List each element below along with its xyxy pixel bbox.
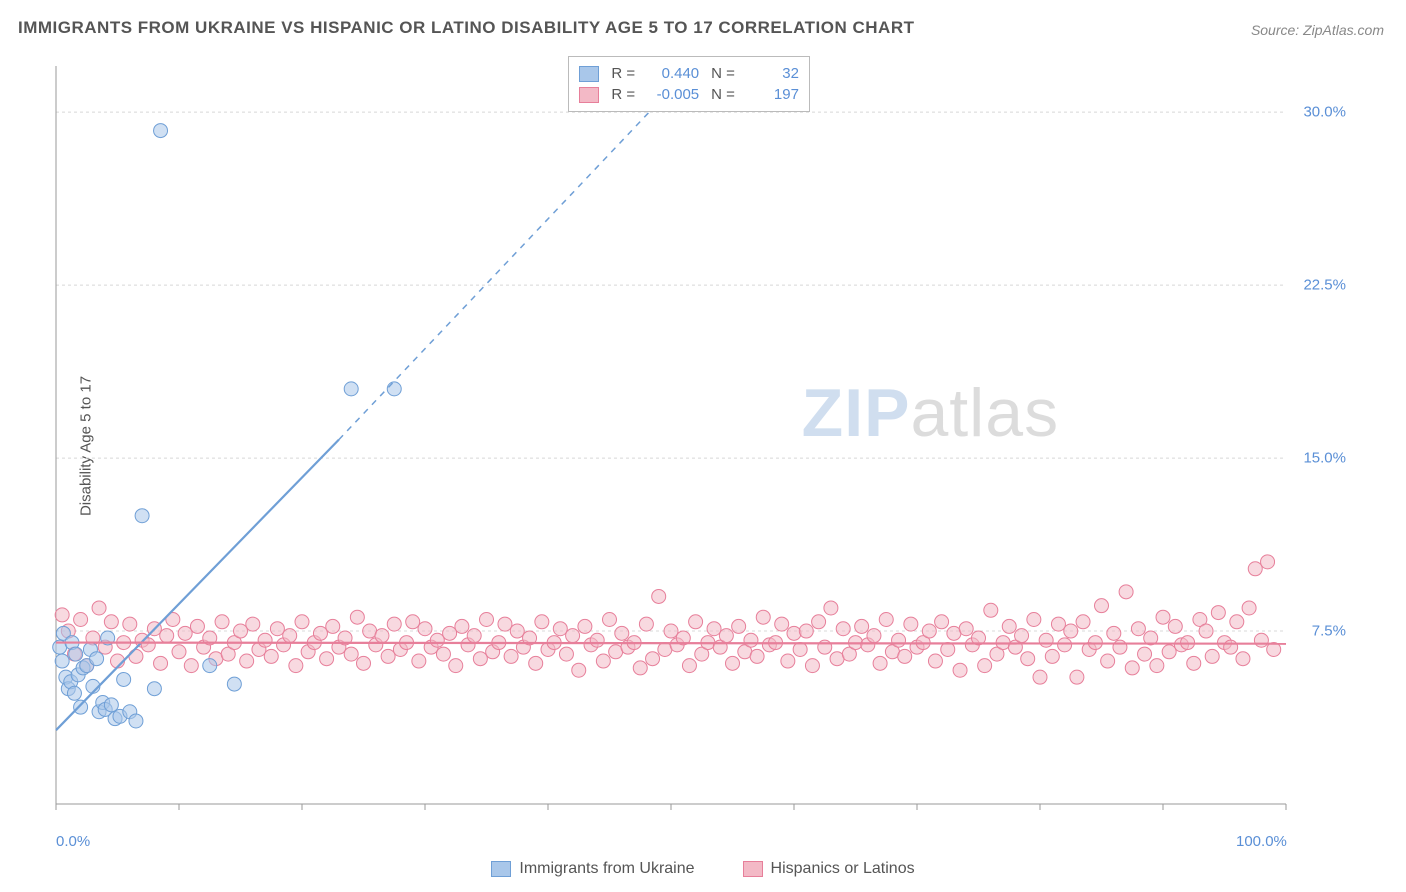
n-label: N =	[711, 65, 735, 82]
swatch-series-b	[579, 87, 599, 103]
chart-title: IMMIGRANTS FROM UKRAINE VS HISPANIC OR L…	[18, 18, 915, 38]
legend-item-series-b: Hispanics or Latinos	[743, 860, 915, 878]
swatch-series-b	[743, 861, 763, 877]
n-label: N =	[711, 86, 735, 103]
swatch-series-a	[579, 66, 599, 82]
n-value-b: 197	[743, 86, 799, 103]
source-attribution: Source: ZipAtlas.com	[1251, 22, 1384, 38]
swatch-series-a	[491, 861, 511, 877]
legend-label-b: Hispanics or Latinos	[771, 860, 915, 878]
scatter-plot	[50, 50, 1346, 822]
legend-label-a: Immigrants from Ukraine	[519, 860, 694, 878]
y-tick-label: 7.5%	[1312, 623, 1346, 640]
chart-area: ZIPatlas R = 0.440 N = 32 R = -0.005 N =…	[50, 50, 1346, 822]
y-tick-label: 30.0%	[1303, 104, 1346, 121]
r-label: R =	[611, 86, 635, 103]
x-tick-label: 0.0%	[56, 833, 90, 850]
stats-row-series-a: R = 0.440 N = 32	[579, 63, 799, 84]
x-tick-label: 100.0%	[1236, 833, 1287, 850]
legend-item-series-a: Immigrants from Ukraine	[491, 860, 694, 878]
stats-legend: R = 0.440 N = 32 R = -0.005 N = 197	[568, 56, 810, 112]
r-value-b: -0.005	[643, 86, 699, 103]
bottom-legend: Immigrants from Ukraine Hispanics or Lat…	[0, 860, 1406, 878]
n-value-a: 32	[743, 65, 799, 82]
y-tick-label: 15.0%	[1303, 450, 1346, 467]
r-value-a: 0.440	[643, 65, 699, 82]
y-tick-label: 22.5%	[1303, 277, 1346, 294]
stats-row-series-b: R = -0.005 N = 197	[579, 84, 799, 105]
r-label: R =	[611, 65, 635, 82]
